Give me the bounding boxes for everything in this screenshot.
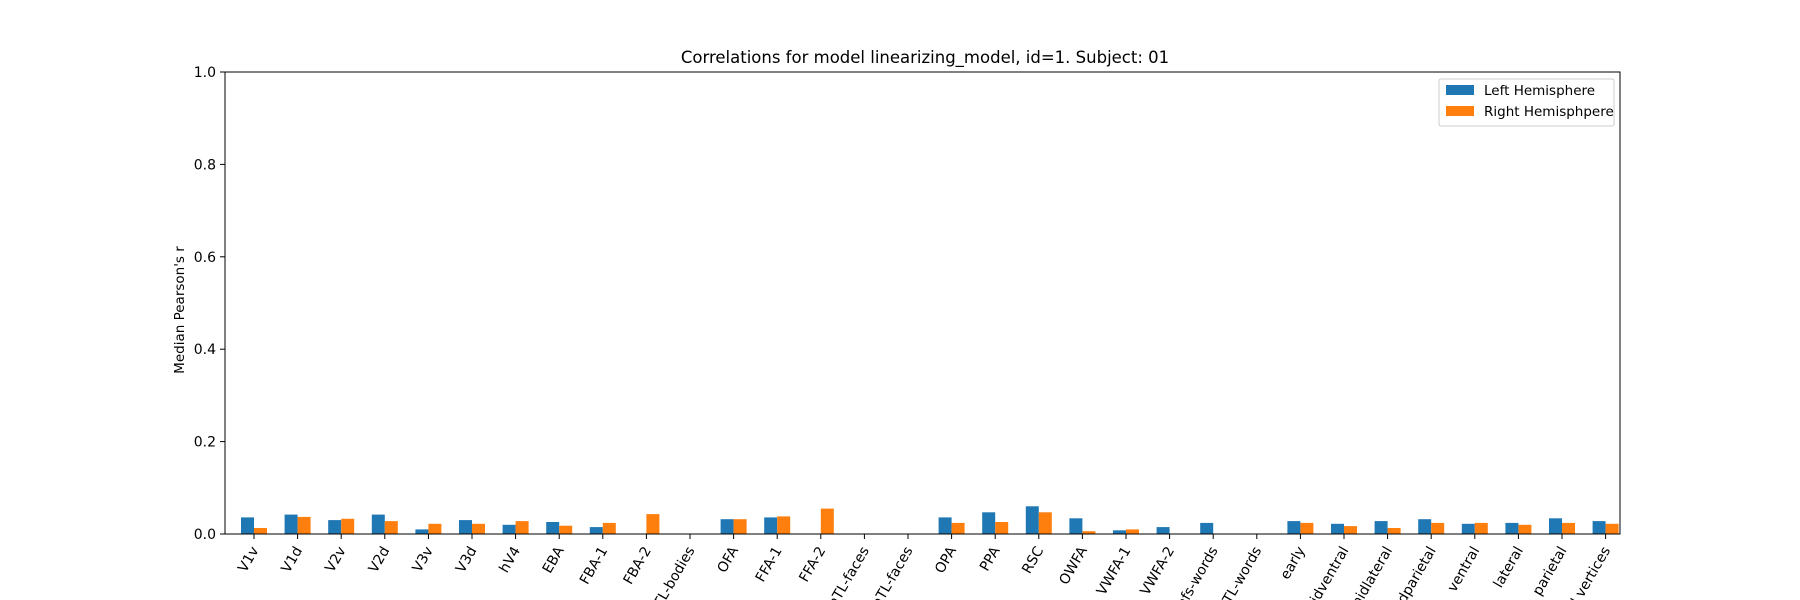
- bar-left-hemisphere-early: [1287, 521, 1301, 534]
- x-tick-label-ventral: ventral: [1445, 544, 1484, 595]
- x-tick-label-early: early: [1277, 544, 1308, 582]
- x-tick-label-v2d: V2d: [366, 544, 394, 576]
- x-tick-label-v2v: V2v: [322, 544, 349, 575]
- bar-left-hemisphere-vwfa-2: [1156, 527, 1170, 534]
- bar-right-hemisphpere-v2v: [341, 518, 355, 534]
- bar-left-hemisphere-ventral: [1461, 523, 1475, 534]
- bar-right-hemisphpere-owfa: [1082, 531, 1096, 534]
- bar-right-hemisphpere-midlateral: [1387, 528, 1401, 534]
- x-tick-label-midlateral: midlateral: [1347, 544, 1396, 600]
- x-tick-label-hv4: hV4: [497, 544, 525, 576]
- plot-frame: [224, 71, 1621, 535]
- bar-right-hemisphpere-fba-2: [646, 514, 660, 534]
- bar-left-hemisphere-vwfa-1: [1113, 530, 1126, 534]
- bar-left-hemisphere-lateral: [1505, 522, 1519, 534]
- y-axis-label: Median Pearson's r: [172, 246, 188, 374]
- bar-right-hemisphpere-v1v: [254, 528, 267, 534]
- bar-right-hemisphpere-lateral: [1518, 524, 1532, 534]
- y-axis: 0.0 0.2 0.4 0.6 0.8 1.0: [194, 65, 225, 543]
- bar-right-hemisphpere-ffa-1: [777, 516, 791, 534]
- bar-right-hemisphpere-opa: [951, 522, 965, 534]
- bar-left-hemisphere-v2v: [328, 520, 342, 534]
- legend-label-left-hemisphere: Left Hemisphere: [1484, 83, 1595, 99]
- y-tick-label: 0.8: [194, 157, 216, 173]
- x-tick-label-eba: EBA: [540, 544, 568, 577]
- bar-right-hemisphpere-rsc: [1038, 512, 1052, 534]
- x-tick-label-ffa-1: FFA-1: [753, 544, 786, 585]
- x-tick-label-parietal: parietal: [1530, 544, 1571, 598]
- x-tick-label-mtl-faces: mTL-faces: [823, 544, 873, 600]
- bar-right-hemisphpere-eba: [559, 525, 573, 534]
- bar-left-hemisphere-ffa-1: [764, 517, 778, 534]
- bar-left-hemisphere-fba-1: [589, 527, 603, 534]
- y-tick-label: 0.6: [194, 250, 216, 266]
- x-tick-label-vwfa-1: VWFA-1: [1094, 544, 1135, 598]
- x-tick-label-ofa: OFA: [715, 544, 743, 576]
- bar-left-hemisphere-opa: [938, 517, 952, 534]
- legend-label-right-hemisphere: Right Hemisphpere: [1484, 104, 1614, 120]
- bar-left-hemisphere-v3v: [415, 529, 429, 534]
- y-tick-label: 1.0: [194, 65, 216, 81]
- x-tick-label-owfa: OWFA: [1056, 544, 1091, 588]
- bar-right-hemisphpere-early: [1300, 522, 1314, 534]
- bar-right-hemisphpere-ppa: [995, 522, 1009, 534]
- bar-left-hemisphere-mfs-words: [1200, 522, 1214, 534]
- bar-left-hemisphere-midparietal: [1418, 519, 1432, 534]
- bar-left-hemisphere-midlateral: [1374, 521, 1388, 534]
- bar-left-hemisphere-all-vertices: [1592, 521, 1606, 534]
- legend: Left Hemisphere Right Hemisphpere: [1438, 78, 1615, 127]
- x-tick-label-fba-2: FBA-2: [621, 544, 655, 587]
- bar-left-hemisphere-eba: [546, 522, 560, 534]
- bar-right-hemisphpere-v2d: [384, 521, 398, 534]
- bar-right-hemisphpere-v1d: [297, 516, 311, 534]
- y-tick-label: 0.2: [194, 435, 216, 451]
- bar-left-hemisphere-ofa: [720, 519, 734, 534]
- bar-left-hemisphere-v3d: [459, 520, 472, 534]
- bar-right-hemisphpere-midparietal: [1431, 522, 1445, 534]
- bar-left-hemisphere-v1v: [241, 517, 254, 534]
- bar-right-hemisphpere-midventral: [1344, 526, 1357, 534]
- bar-left-hemisphere-midventral: [1331, 523, 1344, 534]
- legend-swatch-right-hemisphere: [1446, 106, 1474, 116]
- x-tick-label-lateral: lateral: [1491, 544, 1527, 591]
- x-tick-label-v3d: V3d: [453, 544, 481, 576]
- chart-title: Correlations for model linearizing_model…: [681, 48, 1169, 68]
- y-tick-label: 0.4: [194, 342, 216, 358]
- x-tick-label-opa: OPA: [932, 544, 960, 577]
- bar-left-hemisphere-owfa: [1069, 518, 1083, 534]
- x-tick-label-mfs-words: mfs-words: [1171, 544, 1221, 600]
- bar-right-hemisphpere-parietal: [1562, 522, 1575, 534]
- x-tick-label-v1d: V1d: [279, 544, 307, 576]
- x-tick-label-fba-1: FBA-1: [577, 544, 611, 587]
- x-tick-label-v1v: V1v: [235, 544, 262, 575]
- x-tick-label-atl-faces: aTL-faces: [869, 544, 916, 600]
- x-tick-label-vwfa-2: VWFA-2: [1137, 544, 1178, 598]
- x-axis: V1v V1d V2v V2d V3v V3d hV4 EBA FBA-1 FBA-2mTL-bo…: [235, 534, 1614, 600]
- x-tick-label-v3v: V3v: [410, 544, 437, 575]
- bar-left-hemisphere-parietal: [1549, 518, 1562, 534]
- bars-group: [241, 506, 1619, 534]
- bar-right-hemisphpere-ofa: [733, 519, 747, 534]
- bar-right-hemisphpere-ffa-2: [820, 508, 834, 534]
- bar-left-hemisphere-v1d: [284, 514, 298, 534]
- bar-right-hemisphpere-v3d: [472, 523, 485, 534]
- bar-right-hemisphpere-fba-1: [602, 522, 616, 534]
- legend-swatch-left-hemisphere: [1446, 85, 1474, 95]
- bar-left-hemisphere-ppa: [982, 512, 996, 534]
- bar-right-hemisphpere-vwfa-1: [1126, 529, 1139, 534]
- y-tick-label: 0.0: [194, 527, 216, 543]
- x-tick-label-rsc: RSC: [1019, 544, 1047, 577]
- legend-box: [1438, 78, 1615, 127]
- x-tick-label-ppa: PPA: [977, 544, 1004, 575]
- x-tick-label-ffa-2: FFA-2: [796, 544, 829, 585]
- bar-right-hemisphpere-v3v: [428, 523, 442, 534]
- bar-left-hemisphere-v2d: [371, 514, 385, 534]
- bar-right-hemisphpere-hv4: [515, 521, 529, 534]
- bar-left-hemisphere-hv4: [502, 524, 516, 534]
- bar-right-hemisphpere-ventral: [1474, 522, 1488, 534]
- bar-left-hemisphere-rsc: [1025, 506, 1039, 534]
- bar-right-hemisphpere-all-vertices: [1605, 523, 1619, 534]
